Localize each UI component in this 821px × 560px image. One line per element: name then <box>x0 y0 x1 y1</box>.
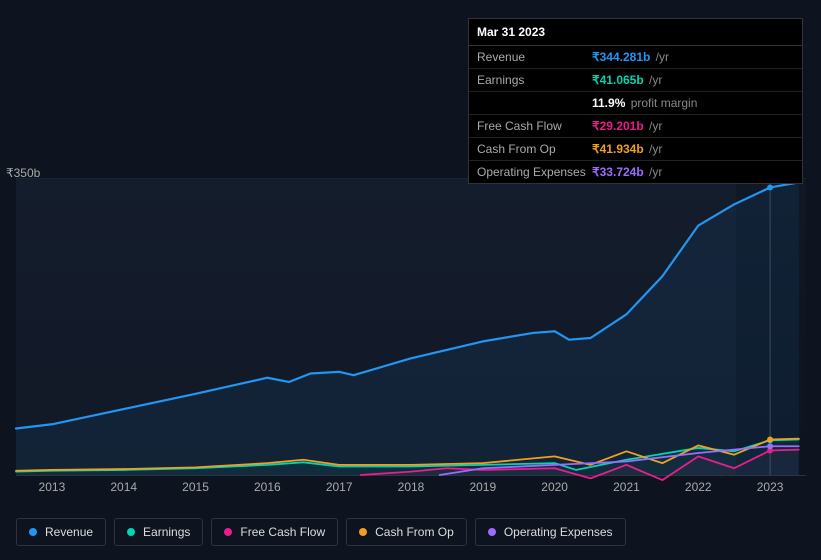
tooltip-row-value: ₹29.201b /yr <box>592 119 794 133</box>
legend-swatch-icon <box>359 528 367 536</box>
legend-item[interactable]: Revenue <box>16 518 106 546</box>
tooltip-row-label: Revenue <box>477 50 592 64</box>
legend-swatch-icon <box>127 528 135 536</box>
tooltip-row: Free Cash Flow₹29.201b /yr <box>469 115 802 138</box>
chart-legend: Revenue Earnings Free Cash Flow Cash From O… <box>16 518 626 546</box>
tooltip-row-label: Earnings <box>477 73 592 87</box>
tooltip-row-value: ₹41.934b /yr <box>592 142 794 156</box>
tooltip-row-label: Operating Expenses <box>477 165 592 179</box>
legend-label: Revenue <box>45 525 93 539</box>
tooltip-row-value: ₹344.281b /yr <box>592 50 794 64</box>
tooltip-row-label: Cash From Op <box>477 142 592 156</box>
tooltip-row: Operating Expenses₹33.724b /yr <box>469 161 802 183</box>
tooltip-row: Revenue₹344.281b /yr <box>469 46 802 69</box>
x-tick-label: 2019 <box>469 480 496 494</box>
legend-item[interactable]: Operating Expenses <box>475 518 626 546</box>
series-marker-revenue <box>767 184 773 190</box>
series-fill-revenue <box>16 182 799 475</box>
x-tick-label: 2014 <box>110 480 137 494</box>
x-tick-label: 2016 <box>254 480 281 494</box>
legend-item[interactable]: Cash From Op <box>346 518 467 546</box>
legend-item[interactable]: Free Cash Flow <box>211 518 338 546</box>
tooltip-row: 11.9% profit margin <box>469 92 802 115</box>
tooltip-row-value: ₹41.065b /yr <box>592 73 794 87</box>
legend-label: Earnings <box>143 525 190 539</box>
tooltip-date: Mar 31 2023 <box>469 19 802 46</box>
x-tick-label: 2018 <box>398 480 425 494</box>
plot-area <box>16 178 806 476</box>
legend-label: Cash From Op <box>375 525 454 539</box>
legend-item[interactable]: Earnings <box>114 518 203 546</box>
legend-label: Operating Expenses <box>504 525 613 539</box>
tooltip-row-label <box>477 96 592 110</box>
x-tick-label: 2020 <box>541 480 568 494</box>
chart-lines <box>16 179 806 475</box>
line-chart[interactable]: 2013 2014 2015 2016 2017 2018 2019 2020 2021 2022… <box>16 160 806 500</box>
tooltip-row-value: 11.9% profit margin <box>592 96 794 110</box>
tooltip-row-label: Free Cash Flow <box>477 119 592 133</box>
series-marker-cfo <box>767 437 773 443</box>
legend-swatch-icon <box>224 528 232 536</box>
x-tick-label: 2023 <box>757 480 784 494</box>
x-tick-label: 2015 <box>182 480 209 494</box>
x-tick-label: 2021 <box>613 480 640 494</box>
x-tick-label: 2017 <box>326 480 353 494</box>
legend-label: Free Cash Flow <box>240 525 325 539</box>
tooltip-row: Cash From Op₹41.934b /yr <box>469 138 802 161</box>
legend-swatch-icon <box>488 528 496 536</box>
tooltip-row-value: ₹33.724b /yr <box>592 165 794 179</box>
legend-swatch-icon <box>29 528 37 536</box>
x-axis: 2013 2014 2015 2016 2017 2018 2019 2020 2021 2022… <box>16 480 806 500</box>
series-marker-opex <box>767 443 773 449</box>
x-tick-label: 2022 <box>685 480 712 494</box>
x-tick-label: 2013 <box>39 480 66 494</box>
tooltip-row: Earnings₹41.065b /yr <box>469 69 802 92</box>
chart-tooltip: Mar 31 2023 Revenue₹344.281b /yrEarnings… <box>468 18 803 184</box>
